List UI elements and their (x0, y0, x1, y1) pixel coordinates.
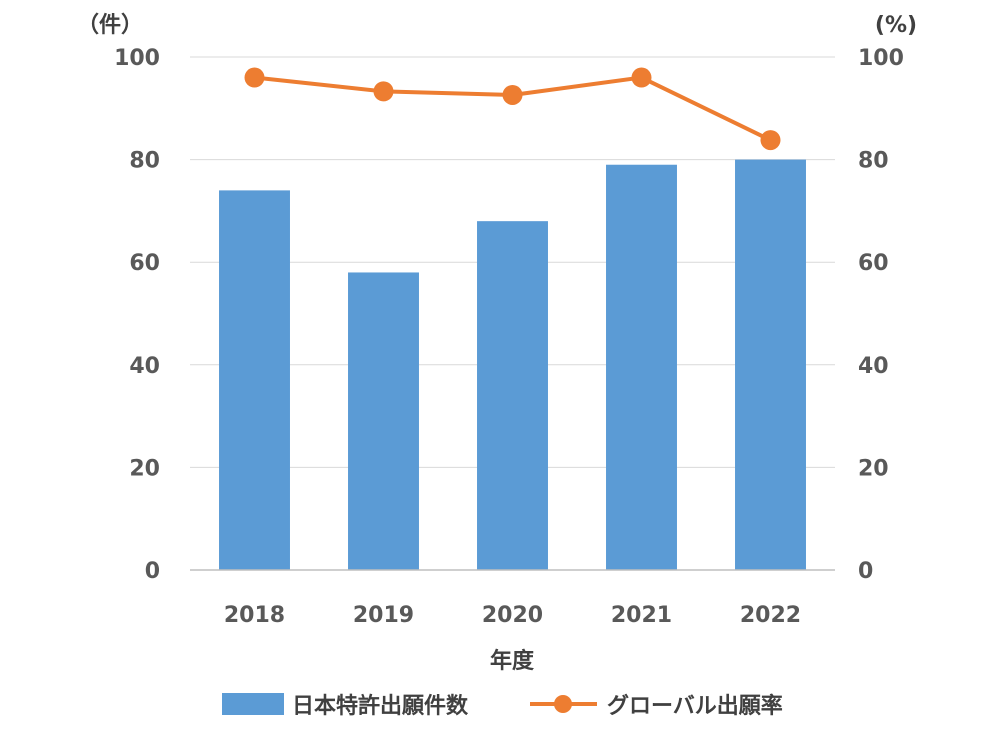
right-y-tick-label: 0 (858, 559, 873, 584)
x-axis-title: 年度 (490, 648, 535, 674)
right-y-tick-label: 40 (858, 354, 889, 379)
x-tick-label: 2021 (611, 603, 672, 628)
right-y-tick-label: 100 (858, 46, 904, 71)
right-y-tick-label: 80 (858, 149, 889, 174)
x-tick-label: 2019 (353, 603, 414, 628)
line-point-2021 (631, 67, 652, 88)
left-y-tick-label: 0 (145, 559, 160, 584)
legend-line-label: グローバル出願率 (607, 693, 783, 719)
left-y-tick-label: 20 (129, 456, 160, 481)
bar-2019 (348, 272, 419, 570)
legend: 日本特許出願件数 グローバル出願率 (222, 693, 783, 719)
left-y-tick-label: 100 (114, 46, 160, 71)
legend-bar-swatch (222, 693, 284, 715)
line-point-2018 (244, 67, 265, 88)
x-tick-label: 2018 (224, 603, 285, 628)
legend-line-marker (554, 695, 572, 713)
right-axis-unit: (%) (875, 13, 917, 38)
left-y-tick-label: 80 (129, 149, 160, 174)
line-point-2020 (502, 84, 523, 105)
x-tick-label: 2020 (482, 603, 543, 628)
left-y-tick-label: 60 (129, 251, 160, 276)
left-axis-unit: （件） (77, 13, 143, 38)
bar-2020 (477, 221, 548, 570)
bar-2021 (606, 164, 677, 571)
line-point-2022 (760, 130, 781, 151)
right-y-tick-label: 60 (858, 251, 889, 276)
bar-2018 (219, 190, 290, 570)
bar-2022 (735, 159, 806, 570)
x-tick-label: 2022 (740, 603, 801, 628)
left-y-tick-label: 40 (129, 354, 160, 379)
legend-bar-label: 日本特許出願件数 (292, 693, 469, 719)
right-y-tick-label: 20 (858, 456, 889, 481)
line-point-2019 (373, 81, 394, 102)
